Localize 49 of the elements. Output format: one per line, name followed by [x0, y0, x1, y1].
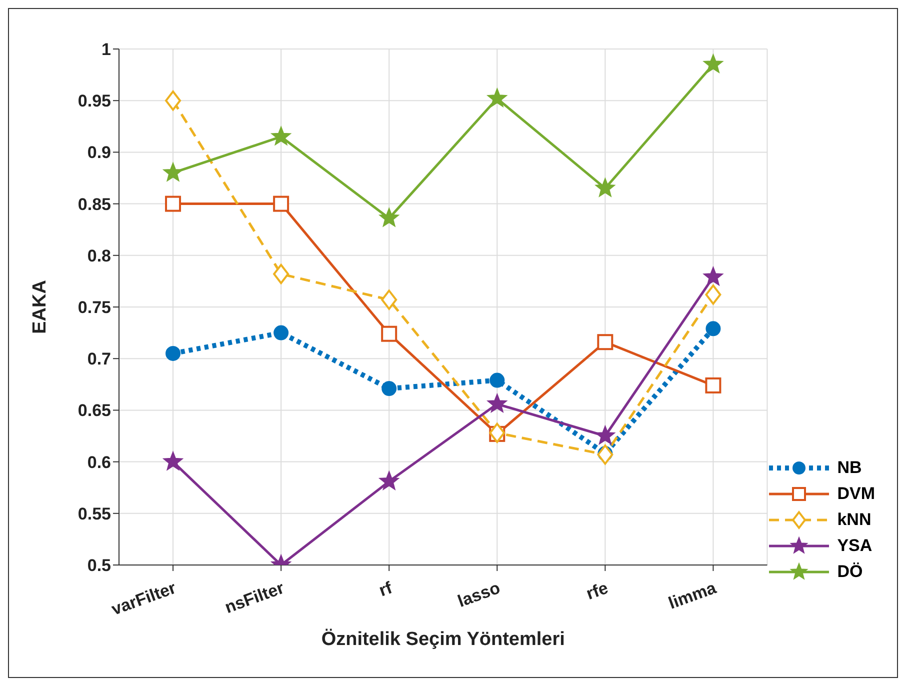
- point: [706, 321, 721, 336]
- legend-label: NB: [837, 458, 862, 478]
- point: [379, 208, 399, 227]
- legend-label: DVM: [837, 484, 875, 504]
- point: [487, 394, 507, 412]
- x-tick-label: rfe: [584, 578, 611, 604]
- point: [489, 422, 506, 444]
- y-tick-label: 0.7: [87, 350, 111, 369]
- y-tick-label: 0.75: [78, 298, 111, 318]
- point: [273, 196, 290, 212]
- point: [595, 178, 615, 197]
- point: [274, 325, 289, 340]
- point: [703, 266, 724, 286]
- y-tick-label: 1: [102, 40, 111, 60]
- legend-label: kNN: [837, 510, 872, 530]
- point: [597, 444, 614, 465]
- y-axis-title: EAKA: [30, 280, 51, 334]
- point: [597, 334, 614, 350]
- x-tick-label: lasso: [455, 578, 503, 611]
- point: [705, 377, 722, 394]
- y-tick-label: 0.5: [87, 556, 111, 576]
- y-tick-label: 0.65: [78, 401, 111, 420]
- x-axis-title: Öznitelik Seçim Yöntemleri: [321, 628, 565, 650]
- point: [381, 326, 398, 342]
- point: [381, 290, 398, 310]
- x-tick-label: limma: [666, 578, 720, 613]
- y-tick-label: 0.8: [87, 246, 111, 266]
- point: [163, 162, 183, 182]
- y-tick-label: 0.9: [87, 143, 111, 162]
- legend-label: DÖ: [837, 562, 863, 582]
- point: [273, 264, 290, 284]
- y-tick-label: 0.85: [78, 194, 111, 214]
- point: [163, 452, 183, 470]
- x-tick-label: rf: [376, 578, 395, 600]
- point: [487, 88, 507, 107]
- point: [705, 284, 722, 305]
- legend-label: YSA: [837, 536, 872, 556]
- point: [165, 90, 182, 111]
- point: [166, 346, 181, 361]
- point: [595, 426, 615, 444]
- point: [382, 381, 397, 396]
- y-tick-label: 0.95: [78, 92, 111, 111]
- point: [165, 196, 182, 212]
- point: [271, 126, 291, 146]
- point: [490, 372, 505, 388]
- y-tick-label: 0.55: [78, 504, 111, 524]
- y-tick-label: 0.6: [87, 452, 111, 472]
- point: [379, 471, 399, 490]
- point: [703, 54, 724, 73]
